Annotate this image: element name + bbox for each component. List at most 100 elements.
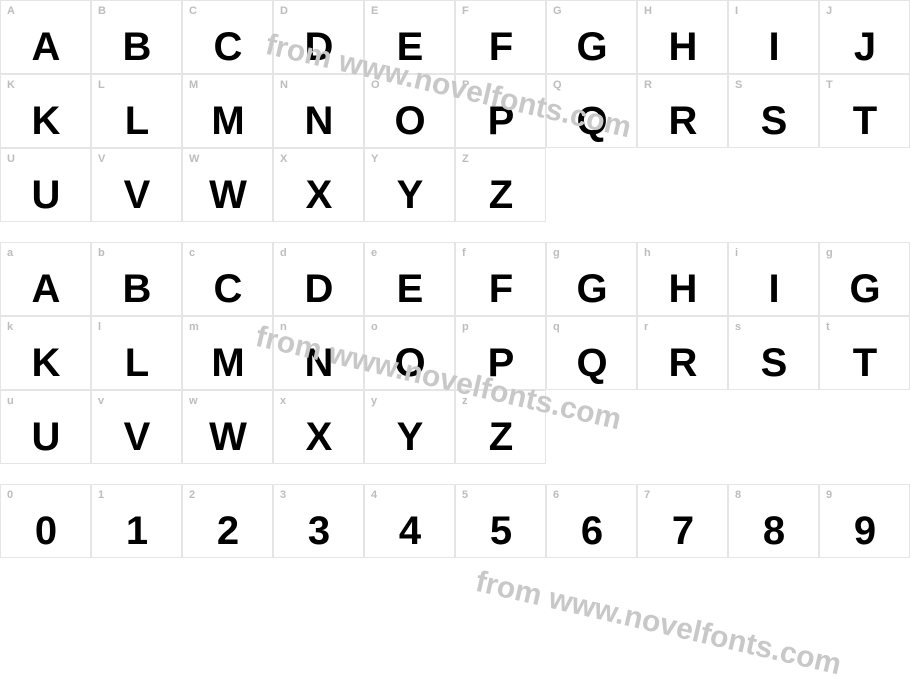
cell-glyph: X <box>306 175 332 215</box>
glyph-cell: 66 <box>546 484 637 558</box>
cell-label: i <box>735 247 738 259</box>
cell-glyph: K <box>32 101 60 141</box>
cell-glyph: L <box>125 343 148 383</box>
cell-label: k <box>7 321 13 333</box>
glyph-cell: oO <box>364 316 455 390</box>
cell-label: e <box>371 247 377 259</box>
glyph-cell: gG <box>819 242 910 316</box>
glyph-cell: uU <box>0 390 91 464</box>
cell-glyph: J <box>854 27 875 67</box>
cell-glyph: F <box>489 269 512 309</box>
cell-label: Y <box>371 153 378 165</box>
glyph-cell: NN <box>273 74 364 148</box>
glyph-cell: WW <box>182 148 273 222</box>
cell-glyph: 8 <box>763 511 784 551</box>
cell-label: b <box>98 247 105 259</box>
cell-glyph: S <box>761 343 787 383</box>
cell-label: C <box>189 5 197 17</box>
glyph-cell: DD <box>273 0 364 74</box>
glyph-cell: pP <box>455 316 546 390</box>
cell-glyph: W <box>209 175 246 215</box>
glyph-cell: 77 <box>637 484 728 558</box>
cell-glyph: A <box>32 27 60 67</box>
cell-glyph: X <box>306 417 332 457</box>
cell-glyph: S <box>761 101 787 141</box>
cell-label: q <box>553 321 560 333</box>
cell-label: W <box>189 153 199 165</box>
cell-glyph: O <box>394 343 424 383</box>
cell-label: U <box>7 153 15 165</box>
cell-label: X <box>280 153 287 165</box>
cell-glyph: D <box>305 27 333 67</box>
cell-glyph: V <box>124 175 150 215</box>
empty-cell <box>637 390 728 464</box>
cell-glyph: M <box>211 101 243 141</box>
cell-label: 2 <box>189 489 195 501</box>
glyph-cell: yY <box>364 390 455 464</box>
glyph-cell: YY <box>364 148 455 222</box>
glyph-table: AABBCCDDEEFFGGHHIIJJKKLLMMNNOOPPQQRRSSTT… <box>0 0 910 222</box>
cell-glyph: B <box>123 27 151 67</box>
cell-label: H <box>644 5 652 17</box>
cell-glyph: P <box>488 101 514 141</box>
section-gap <box>0 464 911 484</box>
cell-label: g <box>826 247 833 259</box>
glyph-cell: gG <box>546 242 637 316</box>
cell-label: 5 <box>462 489 468 501</box>
cell-glyph: T <box>853 101 876 141</box>
cell-label: 4 <box>371 489 377 501</box>
cell-glyph: Q <box>576 343 606 383</box>
cell-label: V <box>98 153 105 165</box>
cell-label: 7 <box>644 489 650 501</box>
glyph-cell: BB <box>91 0 182 74</box>
glyph-cell: TT <box>819 74 910 148</box>
cell-glyph: A <box>32 269 60 309</box>
cell-glyph: G <box>849 269 879 309</box>
cell-glyph: Z <box>489 417 512 457</box>
cell-label: 3 <box>280 489 286 501</box>
cell-label: a <box>7 247 13 259</box>
cell-glyph: O <box>394 101 424 141</box>
glyph-cell: ZZ <box>455 148 546 222</box>
glyph-cell: vV <box>91 390 182 464</box>
cell-glyph: E <box>397 269 423 309</box>
glyph-cell: wW <box>182 390 273 464</box>
cell-glyph: L <box>125 101 148 141</box>
glyph-cell: VV <box>91 148 182 222</box>
glyph-cell: zZ <box>455 390 546 464</box>
glyph-cell: nN <box>273 316 364 390</box>
glyph-cell: GG <box>546 0 637 74</box>
cell-glyph: 1 <box>126 511 147 551</box>
cell-label: w <box>189 395 198 407</box>
empty-cell <box>728 148 819 222</box>
section-gap <box>0 222 911 242</box>
glyph-cell: RR <box>637 74 728 148</box>
cell-label: B <box>98 5 106 17</box>
cell-label: N <box>280 79 288 91</box>
empty-cell <box>637 148 728 222</box>
font-character-map: AABBCCDDEEFFGGHHIIJJKKLLMMNNOOPPQQRRSSTT… <box>0 0 911 558</box>
cell-glyph: G <box>576 27 606 67</box>
empty-cell <box>728 390 819 464</box>
cell-label: L <box>98 79 105 91</box>
cell-glyph: R <box>669 343 697 383</box>
glyph-cell: JJ <box>819 0 910 74</box>
glyph-cell: MM <box>182 74 273 148</box>
glyph-cell: AA <box>0 0 91 74</box>
cell-glyph: U <box>32 417 60 457</box>
glyph-cell: cC <box>182 242 273 316</box>
glyph-cell: LL <box>91 74 182 148</box>
cell-glyph: Z <box>489 175 512 215</box>
cell-glyph: E <box>397 27 423 67</box>
cell-glyph: W <box>209 417 246 457</box>
cell-label: K <box>7 79 15 91</box>
cell-label: 1 <box>98 489 104 501</box>
cell-glyph: C <box>214 27 242 67</box>
cell-glyph: Y <box>397 175 423 215</box>
empty-cell <box>546 390 637 464</box>
cell-glyph: 9 <box>854 511 875 551</box>
cell-glyph: D <box>305 269 333 309</box>
cell-glyph: M <box>211 343 243 383</box>
cell-glyph: I <box>768 27 778 67</box>
glyph-cell: sS <box>728 316 819 390</box>
